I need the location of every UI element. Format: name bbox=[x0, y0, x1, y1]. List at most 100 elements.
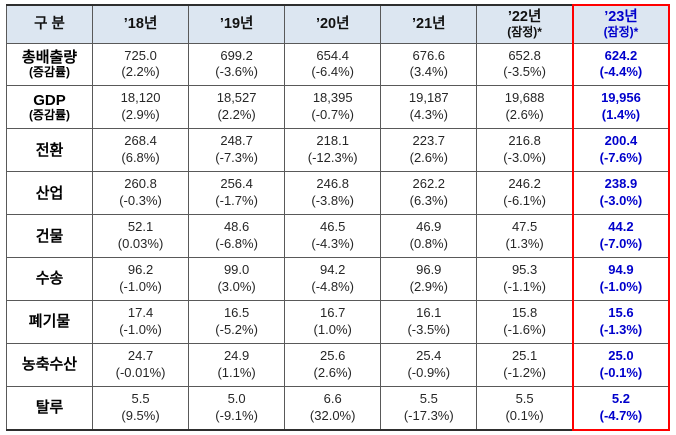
cell-value: 19,688 bbox=[504, 90, 545, 106]
cell-change: (-5.2%) bbox=[215, 321, 258, 337]
cell-value: 268.4 bbox=[124, 133, 157, 149]
data-cell: 15.8 (-1.6%) bbox=[476, 300, 574, 344]
cell-change: (-1.0%) bbox=[599, 279, 643, 295]
cell-change: (-3.8%) bbox=[311, 193, 354, 209]
cell-change: (-17.3%) bbox=[403, 407, 454, 423]
data-cell: 96.9 (2.9%) bbox=[380, 257, 478, 302]
cell-value: 18,395 bbox=[312, 90, 353, 106]
table-head: 구 분 ’18년 ’19년 ’20년 ’21년 ’22년 (잠정)* ’23년 (잠정)* bbox=[6, 4, 671, 44]
cell-value: 99.0 bbox=[223, 262, 250, 278]
cell-change: (-3.0%) bbox=[599, 193, 643, 209]
row-label: GDP bbox=[33, 91, 66, 109]
row-label-cell: 탈루 bbox=[6, 385, 93, 431]
data-cell: 25.6 (2.6%) bbox=[284, 342, 382, 387]
cell-change: (4.3%) bbox=[409, 107, 448, 123]
cell-change: (-1.1%) bbox=[503, 279, 546, 295]
data-cell: 262.2 (6.3%) bbox=[380, 171, 478, 216]
data-cell: 6.6 (32.0%) bbox=[284, 385, 382, 431]
column-header: ’18년 bbox=[91, 4, 190, 44]
column-label: ’20년 bbox=[315, 15, 350, 32]
cell-value: 260.8 bbox=[124, 176, 157, 192]
cell-change: (-6.4%) bbox=[311, 64, 354, 80]
row-label-cell: GDP (증감률) bbox=[6, 85, 93, 130]
column-header-category: 구 분 bbox=[6, 4, 93, 44]
table-row: 전환 268.4 (6.8%) 248.7 (-7.3%) 218.1 (-12.3%) 22… bbox=[6, 128, 671, 173]
data-cell: 16.7 (1.0%) bbox=[284, 300, 382, 344]
cell-value: 256.4 bbox=[220, 176, 253, 192]
cell-value: 218.1 bbox=[316, 133, 349, 149]
data-cell: 5.5 (-17.3%) bbox=[380, 385, 478, 431]
row-label-cell: 총배출량 (증감률) bbox=[6, 42, 93, 87]
column-header: ’21년 bbox=[380, 4, 478, 44]
data-cell: 52.1 (0.03%) bbox=[91, 214, 190, 259]
cell-value: 94.2 bbox=[320, 262, 346, 278]
cell-value: 24.7 bbox=[127, 348, 154, 364]
data-cell: 15.6 (-1.3%) bbox=[571, 300, 671, 344]
data-cell: 94.2 (-4.8%) bbox=[284, 257, 382, 302]
cell-value: 15.6 bbox=[608, 305, 634, 321]
data-cell: 699.2 (-3.6%) bbox=[188, 42, 286, 87]
cell-change: (-7.3%) bbox=[215, 150, 258, 166]
cell-change: (-3.0%) bbox=[503, 150, 546, 166]
cell-change: (-6.1%) bbox=[503, 193, 546, 209]
data-cell: 96.2 (-1.0%) bbox=[91, 257, 190, 302]
cell-change: (-4.7%) bbox=[599, 407, 643, 423]
cell-value: 624.2 bbox=[604, 47, 638, 63]
data-cell: 94.9 (-1.0%) bbox=[571, 257, 671, 302]
cell-value: 246.2 bbox=[508, 176, 541, 192]
cell-change: (2.9%) bbox=[409, 279, 448, 295]
cell-value: 25.0 bbox=[608, 348, 634, 364]
table-body: 총배출량 (증감률) 725.0 (2.2%) 699.2 (-3.6%) 654.4 (-6… bbox=[6, 42, 671, 431]
cell-change: (-4.8%) bbox=[311, 279, 354, 295]
cell-change: (-0.3%) bbox=[119, 193, 162, 209]
column-header: ’23년 (잠정)* bbox=[571, 4, 671, 44]
cell-change: (2.2%) bbox=[121, 64, 160, 80]
cell-value: 654.4 bbox=[316, 47, 349, 63]
data-cell: 47.5 (1.3%) bbox=[476, 214, 574, 259]
row-label: 탈루 bbox=[35, 399, 64, 417]
data-cell: 676.6 (3.4%) bbox=[380, 42, 478, 87]
cell-change: (0.1%) bbox=[505, 407, 544, 423]
table-row: 건물 52.1 (0.03%) 48.6 (-6.8%) 46.5 (-4.3%) 46.9(… bbox=[6, 214, 671, 259]
cell-change: (-0.1%) bbox=[599, 364, 643, 380]
cell-change: (-3.5%) bbox=[407, 321, 451, 337]
cell-change: (3.4%) bbox=[409, 64, 448, 80]
cell-value: 15.8 bbox=[511, 305, 538, 321]
cell-value: 5.0 bbox=[227, 391, 246, 407]
cell-value: 24.9 bbox=[223, 348, 250, 364]
cell-change: (-1.0%) bbox=[119, 321, 162, 337]
cell-value: 725.0 bbox=[124, 47, 157, 63]
cell-change: (32.0%) bbox=[309, 407, 356, 423]
row-label-cell: 전환 bbox=[6, 128, 93, 173]
data-cell: 624.2 (-4.4%) bbox=[571, 42, 671, 87]
cell-change: (0.03%) bbox=[117, 236, 164, 252]
column-label: 구 분 bbox=[34, 15, 65, 32]
data-cell: 25.0 (-0.1%) bbox=[571, 342, 671, 387]
cell-value: 96.9 bbox=[416, 262, 442, 278]
cell-change: (-1.7%) bbox=[215, 193, 258, 209]
cell-change: (6.3%) bbox=[409, 193, 448, 209]
cell-change: (2.6%) bbox=[505, 107, 544, 123]
cell-change: (-0.01%) bbox=[115, 364, 166, 380]
row-sublabel: (증감률) bbox=[28, 65, 71, 80]
data-cell: 16.5 (-5.2%) bbox=[188, 300, 286, 344]
cell-change: (-12.3%) bbox=[307, 150, 358, 166]
cell-change: (-7.0%) bbox=[599, 236, 643, 252]
data-cell: 95.3 (-1.1%) bbox=[476, 257, 574, 302]
data-cell: 18,120 (2.9%) bbox=[91, 85, 190, 130]
cell-change: (2.6%) bbox=[313, 364, 352, 380]
column-label: ’18년 bbox=[123, 15, 158, 32]
column-sublabel: (잠정)* bbox=[603, 24, 639, 39]
cell-value: 262.2 bbox=[412, 176, 446, 192]
row-label: 농축수산 bbox=[21, 356, 78, 374]
table-row: 수송 96.2 (-1.0%) 99.0 (3.0%) 94.2 (-4.8%) 96.9 (2… bbox=[6, 257, 671, 302]
row-label: 건물 bbox=[35, 227, 64, 245]
cell-change: (3.0%) bbox=[217, 279, 256, 295]
cell-value: 19,956 bbox=[601, 90, 641, 106]
data-cell: 46.9 (0.8%) bbox=[380, 214, 478, 259]
header-row: 구 분 ’18년 ’19년 ’20년 ’21년 ’22년 (잠정)* ’23년 (잠정)* bbox=[6, 4, 671, 44]
row-label-cell: 폐기물 bbox=[6, 300, 93, 344]
cell-value: 52.1 bbox=[127, 219, 154, 235]
table-row: GDP (증감률) 18,120 (2.9%) 18,527 (2.2%) 18,395 (-… bbox=[6, 85, 671, 130]
